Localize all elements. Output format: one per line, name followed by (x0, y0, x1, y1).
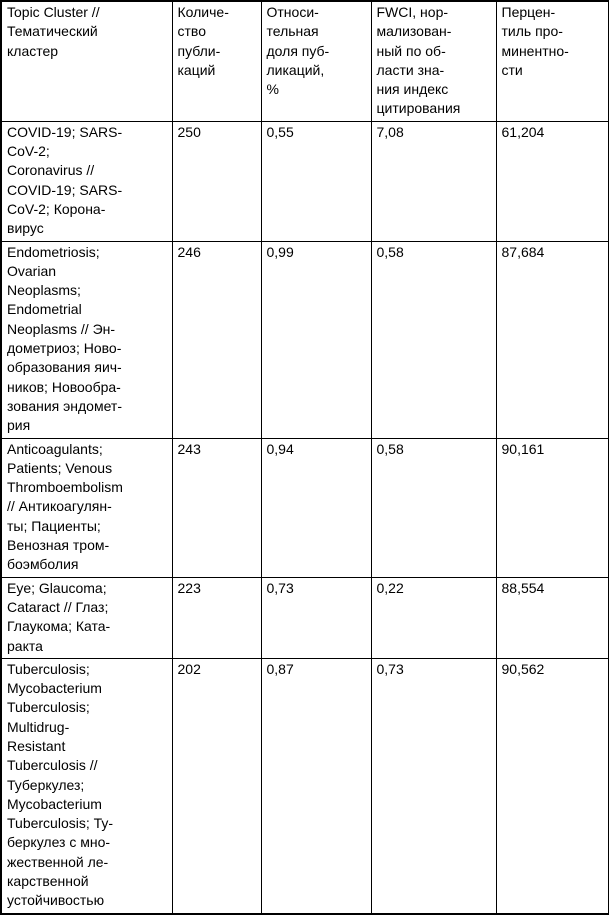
cell-relative-share: 0,87 (260, 657, 372, 915)
cell-fwci: 0,73 (370, 657, 497, 915)
cell-topic-cluster: Tuberculosis; Mycobacterium Tuberculosis… (0, 657, 173, 915)
cell-prominence-percentile: 90,562 (495, 657, 609, 915)
cell-prominence-percentile: 88,554 (495, 576, 609, 659)
cell-relative-share: 0,94 (260, 437, 372, 578)
cell-publication-count: 243 (171, 437, 262, 578)
cell-fwci: 0,58 (370, 240, 497, 439)
cell-publication-count: 202 (171, 657, 262, 915)
cell-topic-cluster: Anticoagulants; Patients; Venous Thrombo… (0, 437, 173, 578)
column-header-relative-share: Относи- тельная доля пуб- ликаций, % (260, 0, 372, 122)
column-header-publication-count: Количе- ство публи- каций (171, 0, 262, 122)
cell-fwci: 0,22 (370, 576, 497, 659)
cell-publication-count: 246 (171, 240, 262, 439)
table-row: Tuberculosis; Mycobacterium Tuberculosis… (0, 657, 609, 915)
cell-prominence-percentile: 87,684 (495, 240, 609, 439)
table-row: Endometriosis; Ovarian Neoplasms; Endome… (0, 240, 609, 439)
cell-fwci: 0,58 (370, 437, 497, 578)
cell-prominence-percentile: 61,204 (495, 120, 609, 242)
table-row: COVID-19; SARS- CoV-2; Coronavirus // CO… (0, 120, 609, 242)
header-row: Topic Cluster // Тематический кластер Ко… (0, 0, 609, 122)
table-row: Eye; Glaucoma; Cataract // Глаз; Глауком… (0, 576, 609, 659)
cell-fwci: 7,08 (370, 120, 497, 242)
column-header-fwci: FWCI, нор- мализован- ный по об- ласти з… (370, 0, 497, 122)
cell-relative-share: 0,55 (260, 120, 372, 242)
table-row: Anticoagulants; Patients; Venous Thrombo… (0, 437, 609, 578)
cell-topic-cluster: Eye; Glaucoma; Cataract // Глаз; Глауком… (0, 576, 173, 659)
cell-publication-count: 250 (171, 120, 262, 242)
cell-topic-cluster: COVID-19; SARS- CoV-2; Coronavirus // CO… (0, 120, 173, 242)
cell-relative-share: 0,99 (260, 240, 372, 439)
column-header-prominence-percentile: Перцен- тиль про- минентно- сти (495, 0, 609, 122)
cell-topic-cluster: Endometriosis; Ovarian Neoplasms; Endome… (0, 240, 173, 439)
cell-relative-share: 0,73 (260, 576, 372, 659)
column-header-topic-cluster: Topic Cluster // Тематический кластер (0, 0, 173, 122)
cell-prominence-percentile: 90,161 (495, 437, 609, 578)
cell-publication-count: 223 (171, 576, 262, 659)
